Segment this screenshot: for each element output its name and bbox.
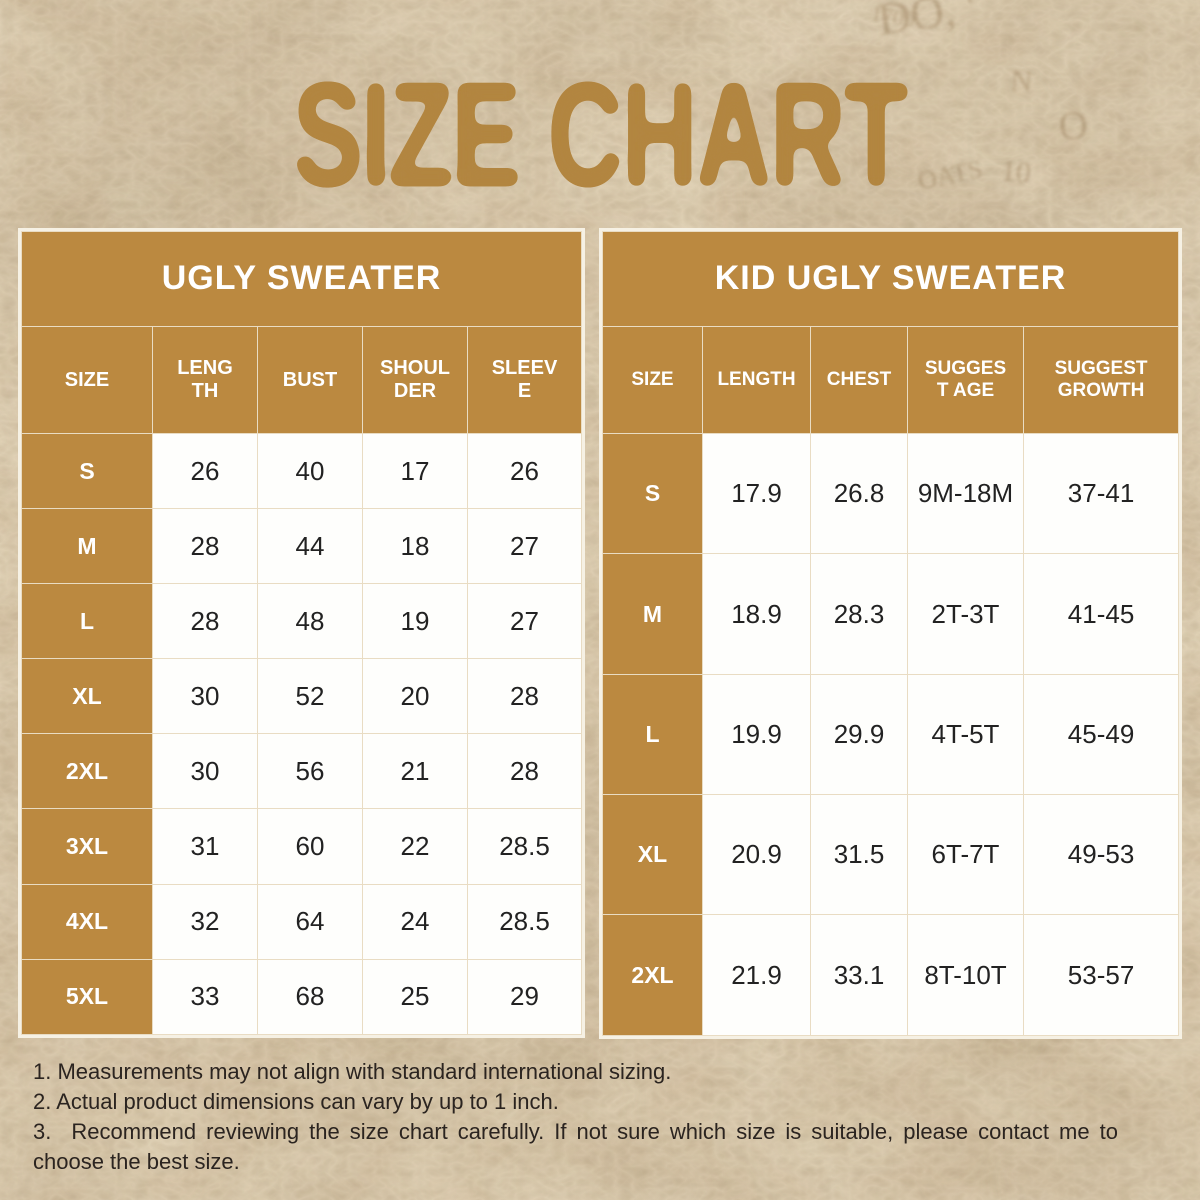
svg-text:SIZE CHART: SIZE CHART (293, 52, 907, 217)
